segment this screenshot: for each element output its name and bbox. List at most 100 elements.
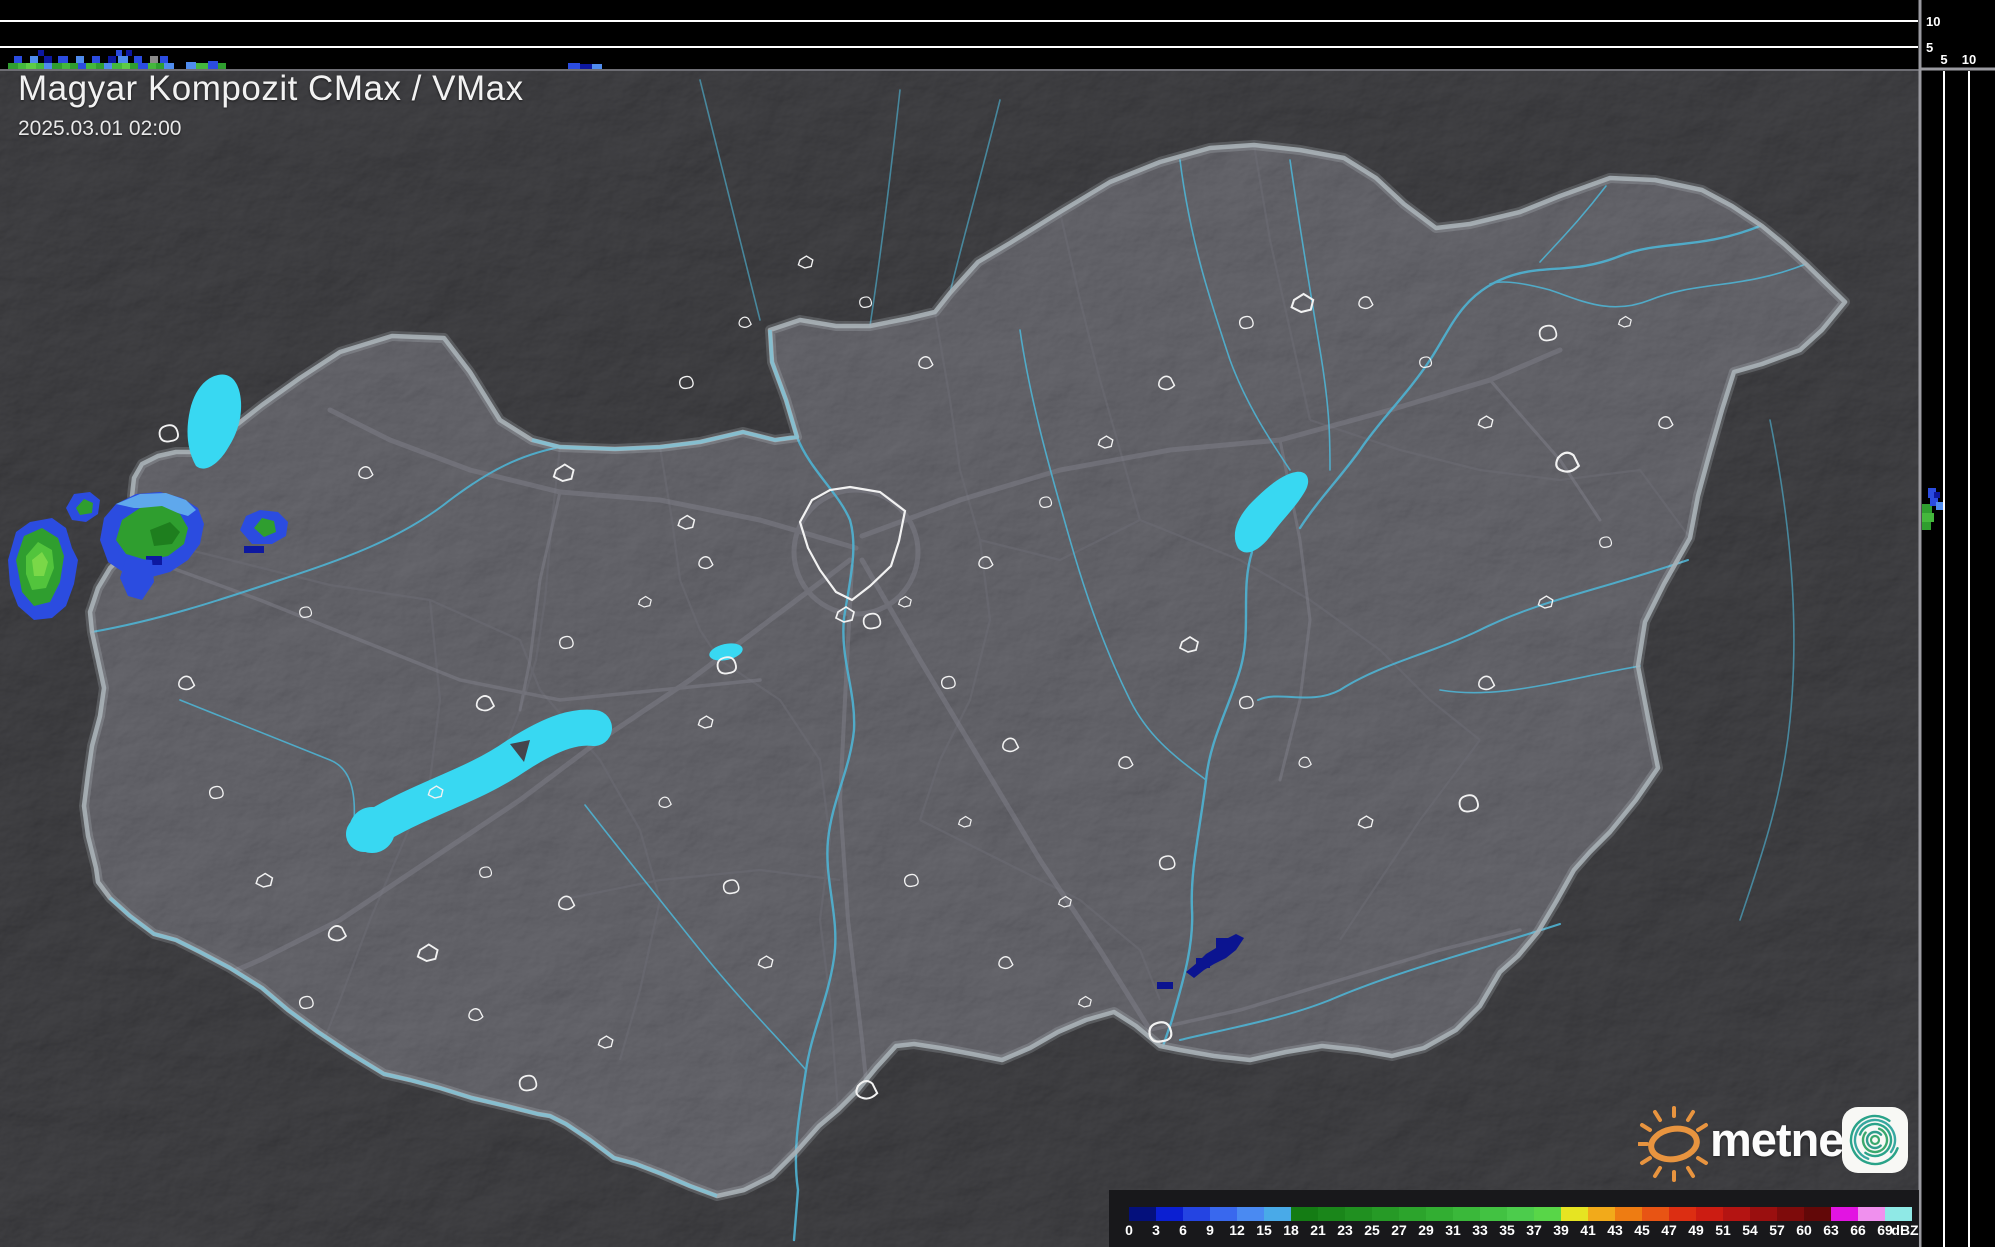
legend-color-cell xyxy=(1750,1207,1777,1221)
river-tisza-lower xyxy=(1161,550,1254,1048)
river-tisza-upper xyxy=(1298,224,1762,530)
lake-ferto xyxy=(187,374,242,469)
legend-unit-label: dBZ xyxy=(1891,1222,1919,1238)
metnet-wordmark: metnet xyxy=(1710,1113,1859,1166)
legend-color-cell xyxy=(1723,1207,1750,1221)
legend-color-cell xyxy=(1777,1207,1804,1221)
legend-tick-label: 27 xyxy=(1391,1222,1407,1238)
top-profile-label-5: 5 xyxy=(1926,40,1934,55)
top-profile-echoes xyxy=(8,50,602,70)
legend-tick-label: 51 xyxy=(1715,1222,1731,1238)
legend-tick-label: 33 xyxy=(1472,1222,1488,1238)
tihany-notch xyxy=(510,740,530,762)
legend-tick-label: 0 xyxy=(1125,1222,1133,1238)
legend-color-cell xyxy=(1561,1207,1588,1221)
legend-color-cell xyxy=(1291,1207,1318,1221)
roads xyxy=(148,347,1602,1122)
rivers xyxy=(91,79,1807,1242)
legend-color-cell xyxy=(1534,1207,1561,1221)
legend-color-cell xyxy=(1669,1207,1696,1221)
radar-echo-northwest xyxy=(8,492,288,620)
legend-color-bar xyxy=(1129,1207,1912,1221)
budapest-outline xyxy=(798,485,907,602)
legend-tick-label: 39 xyxy=(1553,1222,1569,1238)
legend-color-cell xyxy=(1129,1207,1156,1221)
legend-tick-label: 15 xyxy=(1256,1222,1272,1238)
legend-color-cell xyxy=(1696,1207,1723,1221)
hungary-border xyxy=(84,145,1845,1196)
legend-color-cell xyxy=(1453,1207,1480,1221)
legend-tick-label: 69 xyxy=(1877,1222,1893,1238)
budapest-ring-road xyxy=(791,487,921,617)
legend-tick-label: 21 xyxy=(1310,1222,1326,1238)
sun-icon xyxy=(1638,1106,1708,1182)
legend-tick-label: 29 xyxy=(1418,1222,1434,1238)
legend-tick-label: 25 xyxy=(1364,1222,1380,1238)
legend-color-cell xyxy=(1426,1207,1453,1221)
legend-tick-label: 9 xyxy=(1206,1222,1214,1238)
radar-echo-southeast xyxy=(1157,934,1244,989)
spiral-app-icon xyxy=(1842,1107,1908,1173)
legend-tick-label: 49 xyxy=(1688,1222,1704,1238)
legend-tick-label: 63 xyxy=(1823,1222,1839,1238)
legend-color-cell xyxy=(1318,1207,1345,1221)
legend-tick-label: 57 xyxy=(1769,1222,1785,1238)
legend-color-cell xyxy=(1804,1207,1831,1221)
legend-tick-label: 12 xyxy=(1229,1222,1245,1238)
dbz-color-scale: dBZ 0 3 6 9 12 15 18 21 23 25 27 29 31 33 35 37 39 41 43 45… xyxy=(1109,1190,1919,1247)
legend-tick-label: 23 xyxy=(1337,1222,1353,1238)
legend-tick-label: 45 xyxy=(1634,1222,1650,1238)
lake-tisza xyxy=(1234,471,1309,553)
top-profile-strip xyxy=(0,0,1920,71)
radar-echoes xyxy=(8,492,1244,989)
legend-tick-label: 43 xyxy=(1607,1222,1623,1238)
legend-tick-label: 60 xyxy=(1796,1222,1812,1238)
legend-tick-label: 18 xyxy=(1283,1222,1299,1238)
legend-color-cell xyxy=(1507,1207,1534,1221)
legend-color-cell xyxy=(1615,1207,1642,1221)
border-river-danube-north xyxy=(531,329,799,451)
radar-echo-small-dash xyxy=(1157,982,1173,989)
county-borders xyxy=(140,145,1691,1111)
legend-tick-label: 3 xyxy=(1152,1222,1160,1238)
metnet-branding: metnet xyxy=(1638,1098,1913,1186)
legend-color-cell xyxy=(1480,1207,1507,1221)
outside-country-tint xyxy=(0,71,1920,1247)
border-river-drava xyxy=(108,896,718,1198)
city-outlines xyxy=(147,255,1674,1100)
page-title: Magyar Kompozit CMax / VMax xyxy=(18,69,524,108)
right-profile-echoes xyxy=(1922,488,1943,530)
top-profile-label-10: 10 xyxy=(1926,14,1941,29)
right-profile-strip xyxy=(1921,0,1995,1247)
legend-color-cell xyxy=(1264,1207,1291,1221)
legend-color-cell xyxy=(1156,1207,1183,1221)
legend-color-cell xyxy=(1885,1207,1912,1221)
right-profile-label-5: 5 xyxy=(1940,52,1948,67)
legend-color-cell xyxy=(1588,1207,1615,1221)
river-danube xyxy=(792,435,856,1242)
right-profile-label-10: 10 xyxy=(1961,52,1977,67)
timestamp: 2025.03.01 02:00 xyxy=(18,116,182,140)
legend-color-cell xyxy=(1237,1207,1264,1221)
legend-color-cell xyxy=(1372,1207,1399,1221)
title-block: Magyar Kompozit CMax / VMax 2025.03.01 0… xyxy=(18,69,524,141)
lake-balaton xyxy=(346,709,612,852)
legend-tick-label: 54 xyxy=(1742,1222,1758,1238)
legend-tick-label: 35 xyxy=(1499,1222,1515,1238)
legend-tick-label: 37 xyxy=(1526,1222,1542,1238)
legend-color-cell xyxy=(1831,1207,1858,1221)
legend-tick-label: 41 xyxy=(1580,1222,1596,1238)
legend-tick-label: 6 xyxy=(1179,1222,1187,1238)
legend-tick-label: 31 xyxy=(1445,1222,1461,1238)
legend-tick-label: 47 xyxy=(1661,1222,1677,1238)
hungary-interior xyxy=(84,145,1845,1196)
legend-color-cell xyxy=(1399,1207,1426,1221)
basemap xyxy=(0,71,1920,1247)
legend-color-cell xyxy=(1642,1207,1669,1221)
lake-velence xyxy=(709,643,743,661)
legend-color-cell xyxy=(1183,1207,1210,1221)
legend-tick-label: 66 xyxy=(1850,1222,1866,1238)
lakes xyxy=(187,374,1309,853)
